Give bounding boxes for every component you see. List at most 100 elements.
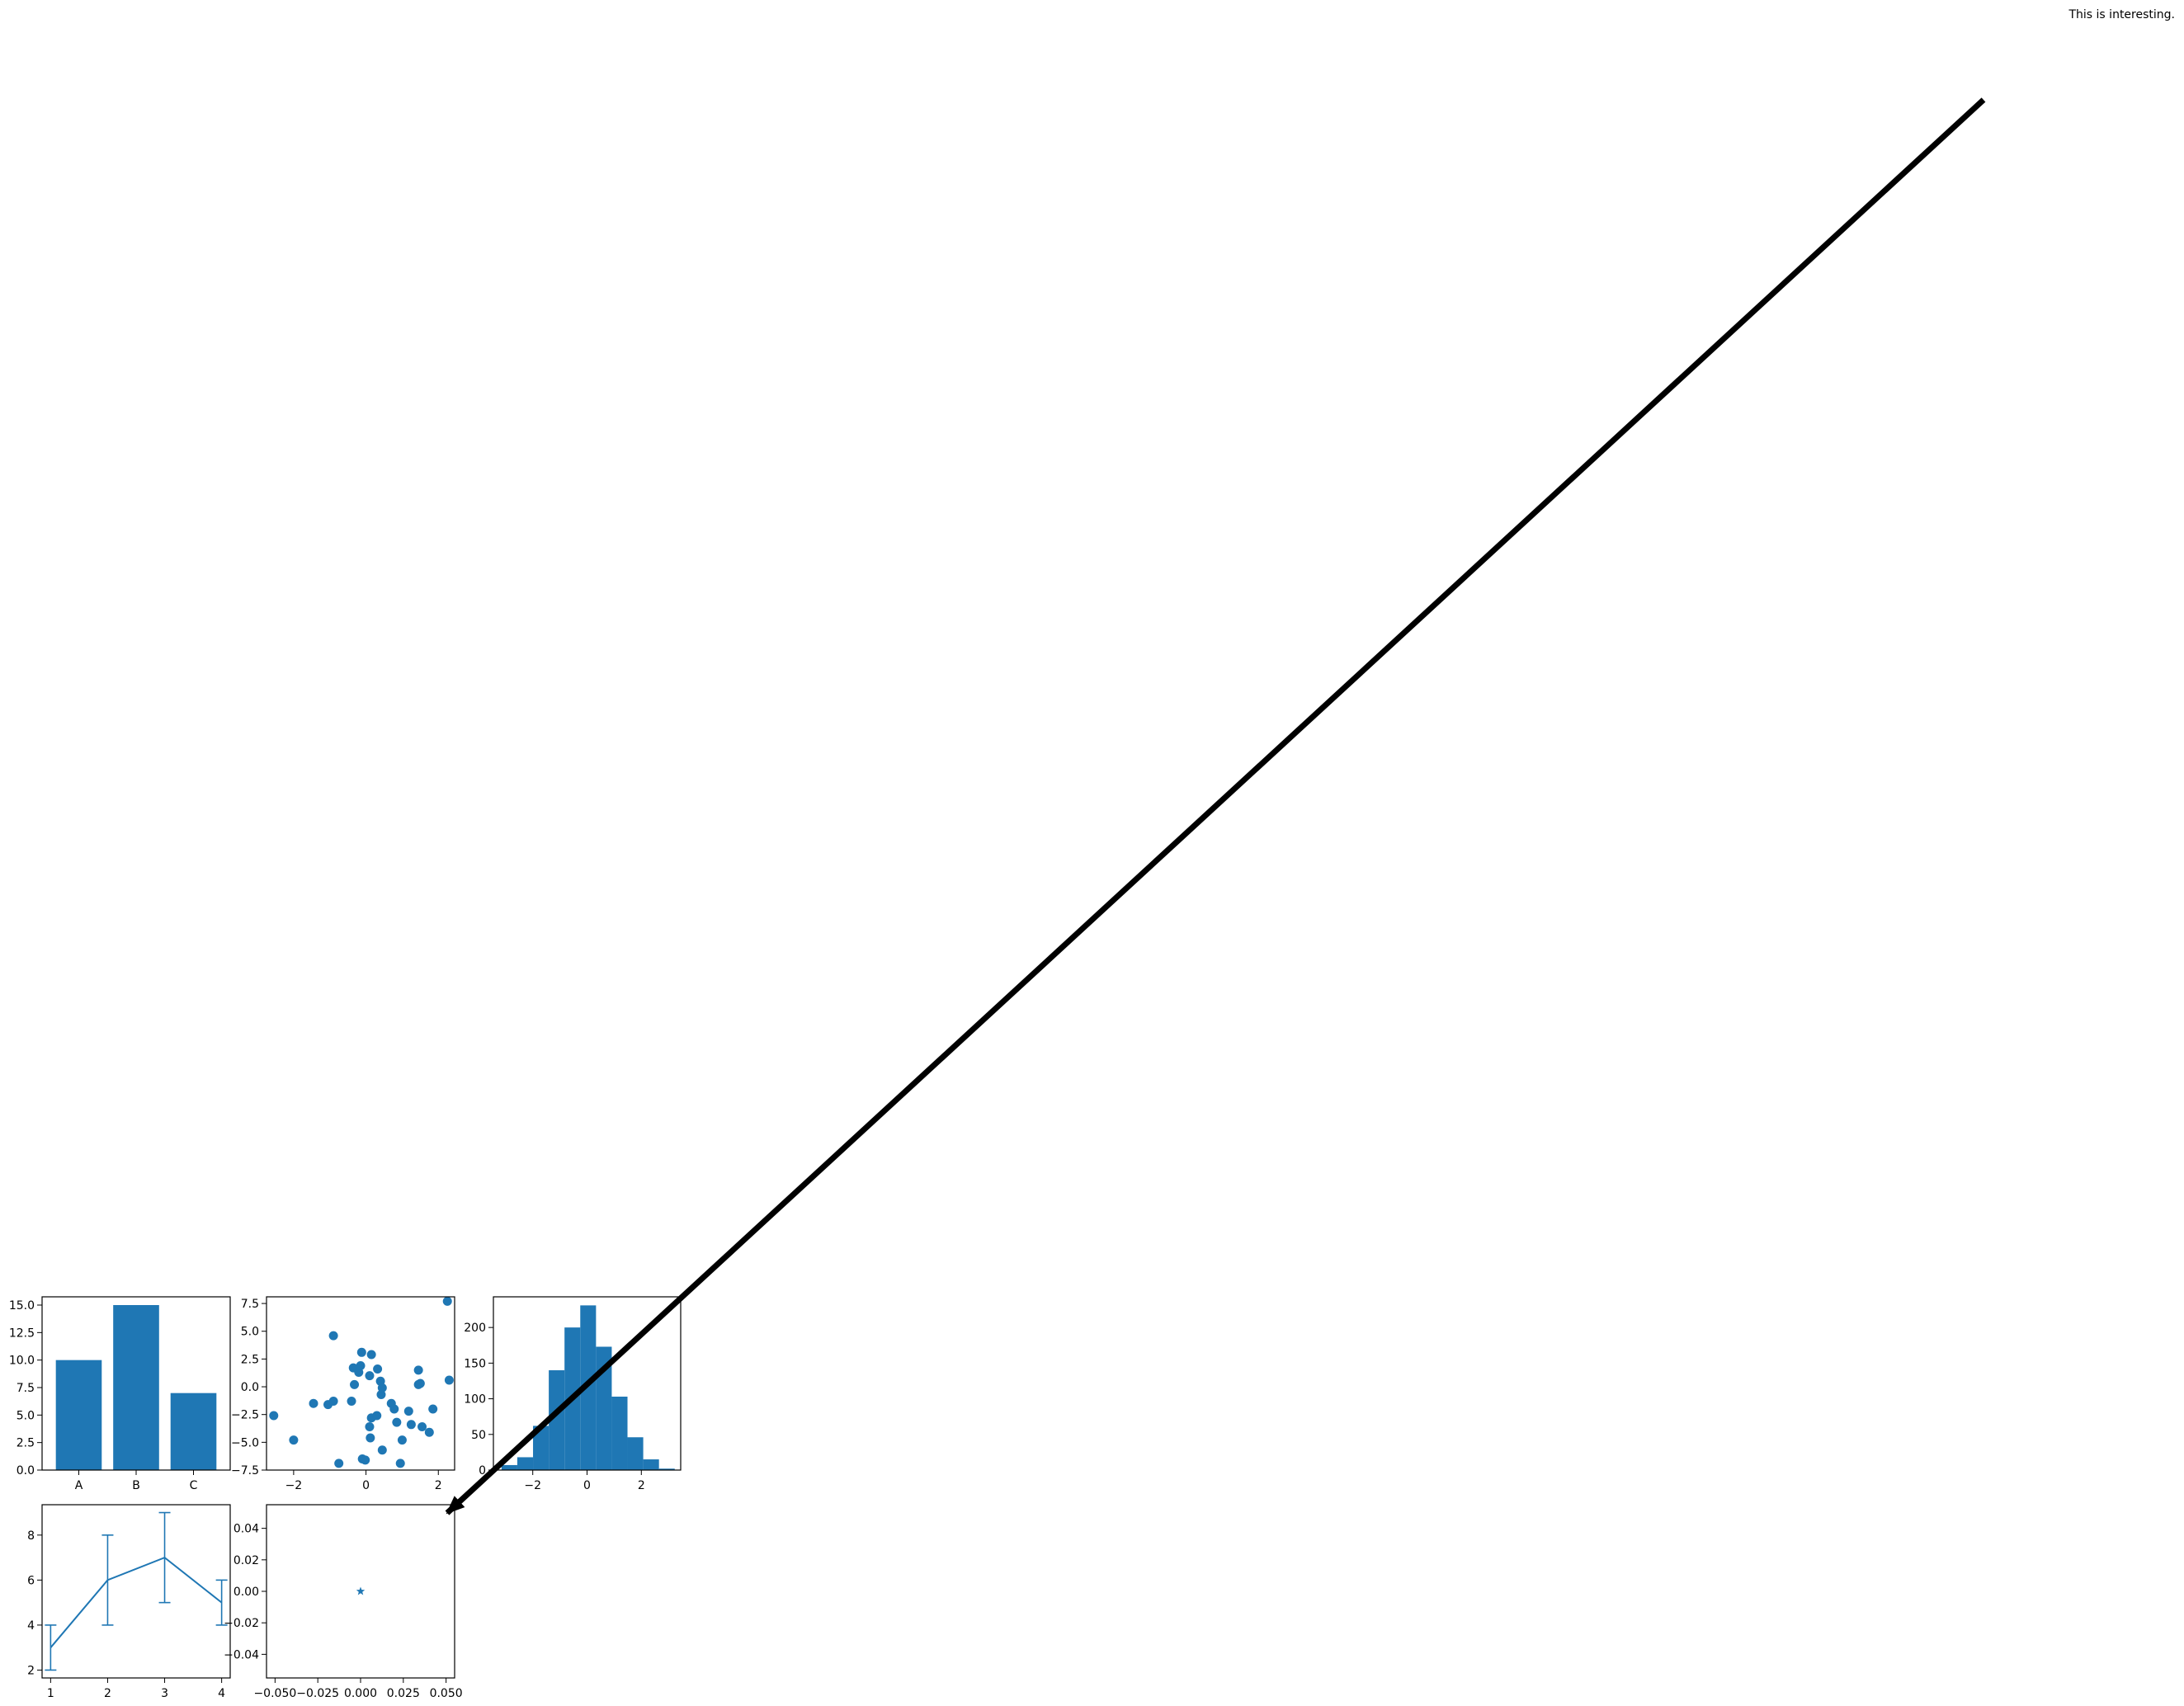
scatter-point [365, 1422, 375, 1431]
scatter-chart-panel: −7.5 −5.0 −2.5 0.0 2.5 5.0 7.5 −2 0 2 [231, 1296, 455, 1492]
x-tick-label: 0 [362, 1479, 370, 1492]
y-tick-label: 0.0 [241, 1381, 259, 1394]
scatter-point [350, 1379, 360, 1389]
histogram-bar [580, 1305, 597, 1470]
annotation-arrow [445, 97, 1986, 1515]
scatter-point [366, 1350, 376, 1360]
x-tick-label: 0 [583, 1479, 591, 1492]
y-tick-label: 15.0 [9, 1299, 35, 1312]
scatter-point [395, 1459, 405, 1468]
histogram-bar [627, 1437, 644, 1470]
scatter-point [417, 1422, 427, 1431]
scatter-point [289, 1435, 299, 1445]
y-tick-label: 0 [479, 1464, 486, 1477]
histogram-bar [517, 1457, 534, 1470]
histogram-bar [549, 1370, 565, 1470]
x-tick-label: 2 [435, 1479, 442, 1492]
scatter-point [356, 1347, 366, 1357]
y-tick-label: −0.04 [224, 1648, 259, 1661]
y-tick-label: 5.0 [17, 1409, 35, 1422]
series-line [50, 1556, 223, 1648]
y-tick-label: 2.5 [17, 1437, 35, 1450]
scatter-point [392, 1417, 402, 1427]
scatter-point [366, 1433, 375, 1443]
scatter-point [373, 1364, 383, 1374]
histogram-bar [596, 1346, 612, 1470]
scatter-point [309, 1398, 318, 1408]
scatter-point [372, 1411, 382, 1421]
x-tick-label: 1 [47, 1687, 54, 1700]
x-tick-label: −2 [285, 1479, 303, 1492]
scatter-point [415, 1378, 425, 1388]
histogram-bar [611, 1396, 628, 1470]
histogram-bar [658, 1468, 675, 1470]
y-tick-label: 50 [471, 1429, 486, 1442]
scatter-point [413, 1365, 423, 1375]
x-tick-label: 0.050 [430, 1687, 463, 1700]
scatter-point [444, 1375, 454, 1385]
y-tick-label: −2.5 [231, 1409, 259, 1422]
x-tick-label: C [190, 1479, 198, 1492]
x-tick-label: −0.025 [296, 1687, 339, 1700]
y-tick-label: −5.0 [231, 1436, 259, 1449]
scatter-point [269, 1411, 279, 1421]
scatter-point [377, 1383, 387, 1393]
y-tick-label: 7.5 [17, 1382, 35, 1395]
y-tick-label: 7.5 [241, 1298, 259, 1311]
x-tick-label: B [132, 1479, 140, 1492]
y-tick-label: 2 [27, 1664, 35, 1677]
y-tick-label: 12.5 [9, 1327, 35, 1340]
y-tick-label: 10.0 [9, 1355, 35, 1368]
bar [55, 1360, 102, 1470]
x-tick-label: −0.050 [253, 1687, 296, 1700]
x-tick-label: 0.025 [387, 1687, 420, 1700]
bar-chart-panel: 0.0 2.5 5.0 7.5 10.0 12.5 15.0 A B C [9, 1296, 231, 1492]
x-tick-label: 0.000 [344, 1687, 377, 1700]
x-tick-label: 2 [638, 1479, 645, 1492]
scatter-point [328, 1331, 338, 1341]
x-tick-label: −2 [524, 1479, 541, 1492]
y-tick-label: 200 [464, 1322, 486, 1335]
scatter-point [347, 1397, 356, 1407]
histogram-bar [501, 1464, 517, 1470]
star-point-panel: −0.04 −0.02 0.00 0.02 0.04 −0.050 −0.025 0.000 0… [224, 1504, 463, 1700]
y-tick-label: 8 [27, 1529, 35, 1543]
scatter-point [356, 1360, 366, 1370]
y-tick-label: 0.0 [17, 1464, 35, 1477]
y-tick-label: 0.00 [233, 1586, 259, 1599]
scatter-point [424, 1427, 434, 1437]
y-tick-label: 100 [464, 1393, 486, 1407]
scatter-point [389, 1404, 399, 1414]
y-tick-label: 6 [27, 1574, 35, 1587]
scatter-point [376, 1389, 386, 1399]
x-tick-label: 3 [161, 1687, 168, 1700]
scatter-point [334, 1459, 344, 1468]
scatter-point [328, 1397, 338, 1407]
scatter-point [442, 1296, 452, 1306]
scatter-point [406, 1420, 416, 1430]
scatter-point [361, 1455, 370, 1465]
axes-frame [41, 1504, 231, 1679]
scatter-point [365, 1371, 375, 1381]
histogram-panel: 0 50 100 150 200 −2 0 2 [464, 1296, 682, 1492]
histogram-bar [643, 1459, 659, 1470]
bar [170, 1393, 217, 1470]
scatter-point [403, 1407, 413, 1416]
x-tick-label: 4 [218, 1687, 225, 1700]
y-tick-label: 4 [27, 1619, 35, 1633]
histogram-bar [533, 1426, 550, 1470]
x-tick-label: 2 [104, 1687, 111, 1700]
bar [113, 1305, 159, 1470]
y-tick-label: 2.5 [241, 1353, 259, 1366]
scatter-point [397, 1435, 407, 1445]
y-tick-label: −7.5 [231, 1464, 259, 1477]
scatter-point [428, 1404, 438, 1414]
star-marker [356, 1586, 366, 1595]
y-tick-label: −0.02 [224, 1617, 259, 1630]
axes-frame [266, 1296, 455, 1471]
annotation-text: This is interesting. [2068, 8, 2175, 21]
scatter-point [377, 1445, 387, 1455]
y-tick-label: 5.0 [241, 1326, 259, 1339]
